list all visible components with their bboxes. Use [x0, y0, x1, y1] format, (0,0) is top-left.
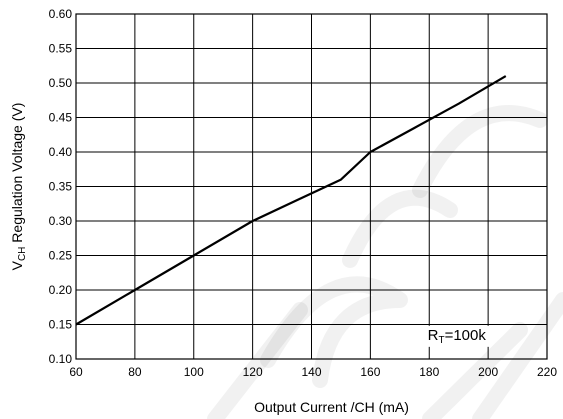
- x-tick-label-4: 140: [301, 365, 321, 379]
- plot-frame: [75, 13, 548, 360]
- x-tick-label-6: 180: [419, 365, 439, 379]
- y-tick-label-7: 0.45: [49, 111, 73, 125]
- annotation-rt: RT=100k: [424, 325, 490, 347]
- y-tick-label-8: 0.50: [49, 76, 73, 90]
- y-tick-label-4: 0.30: [49, 214, 73, 228]
- watermark-stroke-3: [412, 105, 548, 198]
- y-axis-label-sub: CH: [17, 247, 28, 261]
- y-tick-label-1: 0.15: [49, 318, 73, 332]
- watermark-stroke-1: [260, 276, 408, 388]
- watermark-logo: [207, 105, 563, 419]
- x-tick-label-0: 60: [69, 365, 83, 379]
- x-tick-label-2: 100: [184, 365, 204, 379]
- y-tick-label-2: 0.20: [49, 283, 73, 297]
- watermark-stroke-0: [207, 302, 308, 419]
- x-tick-label-1: 80: [128, 365, 142, 379]
- x-tick-labels: 60 80 100 120 140 160 180 200 220: [69, 365, 557, 379]
- y-tick-labels: 0.10 0.15 0.20 0.25 0.30 0.35 0.40 0.45 0.50 0.55…: [49, 7, 73, 366]
- y-tick-label-9: 0.55: [49, 42, 73, 56]
- x-axis-label: Output Current /CH (mA): [254, 399, 409, 415]
- annotation-rest: =100k: [445, 327, 487, 344]
- grid: [75, 13, 548, 360]
- annotation-sub: T: [438, 335, 444, 346]
- annotation-main: R: [428, 327, 439, 344]
- series-line-0: [75, 75, 507, 326]
- y-tick-label-10: 0.60: [49, 7, 73, 21]
- y-tick-label-6: 0.40: [49, 145, 73, 159]
- series-group: [75, 75, 507, 326]
- watermark-stroke-5: [422, 322, 528, 419]
- y-axis-label-rest: Regulation Voltage (V): [9, 103, 25, 247]
- watermark-stroke-2: [342, 189, 458, 268]
- y-tick-label-3: 0.25: [49, 249, 73, 263]
- x-tick-label-8: 220: [537, 365, 557, 379]
- y-tick-label-0: 0.10: [49, 352, 73, 366]
- annotation-background: [424, 325, 490, 347]
- y-axis-label: VCH Regulation Voltage (V): [9, 103, 28, 271]
- x-tick-label-7: 200: [478, 365, 498, 379]
- annotation-text: RT=100k: [428, 327, 487, 346]
- x-tick-label-3: 120: [243, 365, 263, 379]
- x-tick-label-5: 160: [360, 365, 380, 379]
- y-axis-label-main: V: [9, 260, 25, 270]
- y-tick-label-5: 0.35: [49, 180, 73, 194]
